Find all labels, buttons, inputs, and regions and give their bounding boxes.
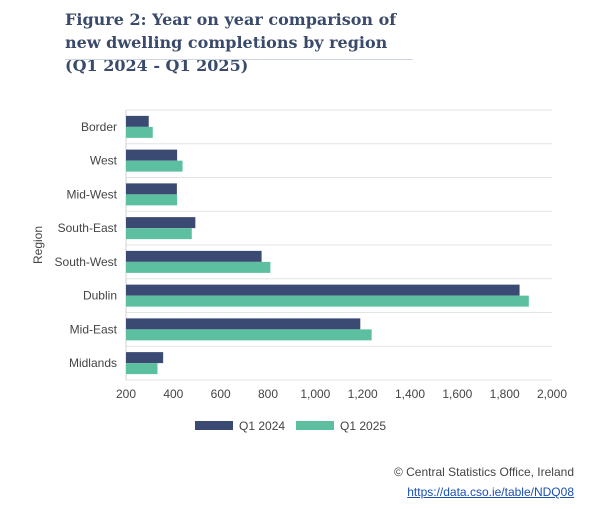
bar-mid-west-q1-2025 <box>126 194 178 206</box>
category-labels: Border West Mid-West South-East South-West Du… <box>55 120 118 370</box>
x-tick-label: 1,200 <box>348 387 378 401</box>
bar-border-q1-2024 <box>126 115 149 127</box>
bar-west-q1-2025 <box>126 160 183 172</box>
category-label: Midlands <box>69 356 117 370</box>
bar-midlands-q1-2024 <box>126 352 164 364</box>
x-tick-label: 2,000 <box>537 387 567 401</box>
x-tick-label: 1,600 <box>442 387 472 401</box>
grid <box>125 109 552 381</box>
bar-midlands-q1-2025 <box>126 363 158 375</box>
x-axis-ticks: 200 400 600 800 1,000 1,200 1,400 1,600 1,800 2,0… <box>116 387 567 401</box>
source-link[interactable]: https://data.cso.ie/table/NDQ08 <box>407 485 574 499</box>
legend-label: Q1 2025 <box>340 419 386 433</box>
source-footer: © Central Statistics Office, Ireland htt… <box>394 462 574 502</box>
bar-mid-west-q1-2024 <box>126 183 177 195</box>
bar-south-east-q1-2024 <box>126 217 196 229</box>
bar-west-q1-2024 <box>126 149 178 161</box>
category-label: Mid-West <box>67 187 118 201</box>
x-tick-label: 1,800 <box>490 387 520 401</box>
bar-mid-east-q1-2024 <box>126 318 361 330</box>
legend-swatch <box>195 421 233 430</box>
x-tick-label: 200 <box>116 387 136 401</box>
bar-south-east-q1-2025 <box>126 228 192 240</box>
x-tick-label: 1,000 <box>300 387 330 401</box>
x-tick-label: 1,400 <box>395 387 425 401</box>
bar-mid-east-q1-2025 <box>126 329 372 341</box>
category-label: Border <box>81 120 117 134</box>
x-tick-label: 800 <box>258 387 278 401</box>
bar-south-west-q1-2025 <box>126 261 271 273</box>
title-divider <box>65 59 413 60</box>
legend-label: Q1 2024 <box>239 419 285 433</box>
legend-swatch <box>296 421 334 430</box>
category-label: Dublin <box>83 289 117 303</box>
y-axis-title: Region <box>31 226 45 264</box>
category-label: Mid-East <box>70 322 118 336</box>
bar-dublin-q1-2025 <box>126 295 529 307</box>
copyright-text: © Central Statistics Office, Ireland <box>393 465 574 479</box>
legend: Q1 2024 Q1 2025 <box>195 419 386 433</box>
bar-border-q1-2025 <box>126 126 153 138</box>
x-tick-label: 400 <box>163 387 183 401</box>
bar-south-west-q1-2024 <box>126 250 262 262</box>
category-label: West <box>90 154 118 168</box>
bars <box>126 115 529 375</box>
chart-title: Figure 2: Year on year comparison of new… <box>65 10 397 75</box>
bar-dublin-q1-2024 <box>126 284 520 296</box>
category-label: South-West <box>55 255 118 269</box>
x-tick-label: 600 <box>211 387 231 401</box>
category-label: South-East <box>58 221 118 235</box>
